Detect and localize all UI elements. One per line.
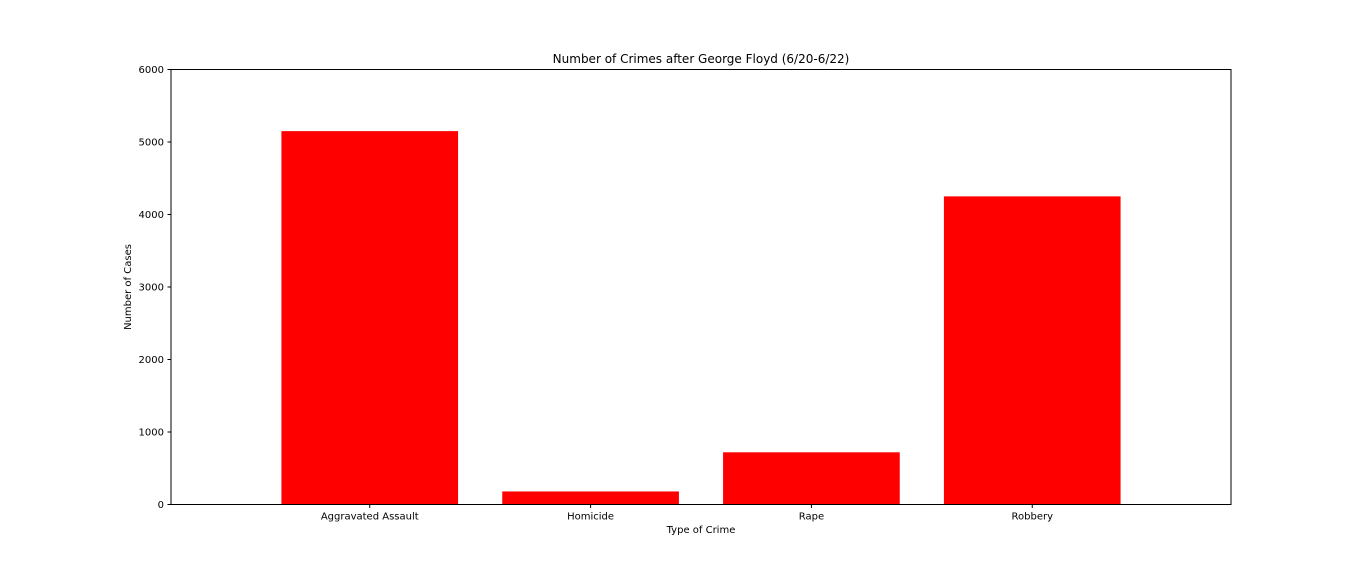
- x-tick-label: Robbery: [1012, 512, 1054, 523]
- plot-frame: [170, 69, 1232, 505]
- y-tick-label: 3000: [139, 283, 164, 294]
- y-axis-label: Number of Cases: [123, 244, 134, 330]
- bars-group: [281, 131, 1121, 505]
- x-tick-label: Rape: [799, 512, 824, 523]
- bar-rape: [723, 452, 900, 505]
- y-tick-label: 4000: [139, 210, 164, 221]
- x-axis-ticks: Aggravated Assault Homicide Rape Robbery: [321, 504, 1054, 523]
- x-tick-label: Aggravated Assault: [321, 512, 419, 523]
- bar-robbery: [943, 196, 1121, 505]
- y-axis-ticks: 0 1000 2000 3000 4000 5000 6000: [139, 65, 171, 511]
- chart-title: Number of Crimes after George Floyd (6/2…: [553, 52, 850, 66]
- bar-aggravated-assault: [281, 131, 459, 505]
- y-tick-label: 2000: [139, 355, 164, 366]
- y-tick-label: 5000: [139, 138, 164, 149]
- y-tick-label: 6000: [139, 65, 164, 76]
- y-tick-label: 1000: [139, 428, 164, 439]
- y-tick-label: 0: [158, 500, 164, 511]
- x-axis-label: Type of Crime: [666, 525, 736, 536]
- x-tick-label: Homicide: [567, 512, 614, 523]
- bar-homicide: [502, 491, 679, 505]
